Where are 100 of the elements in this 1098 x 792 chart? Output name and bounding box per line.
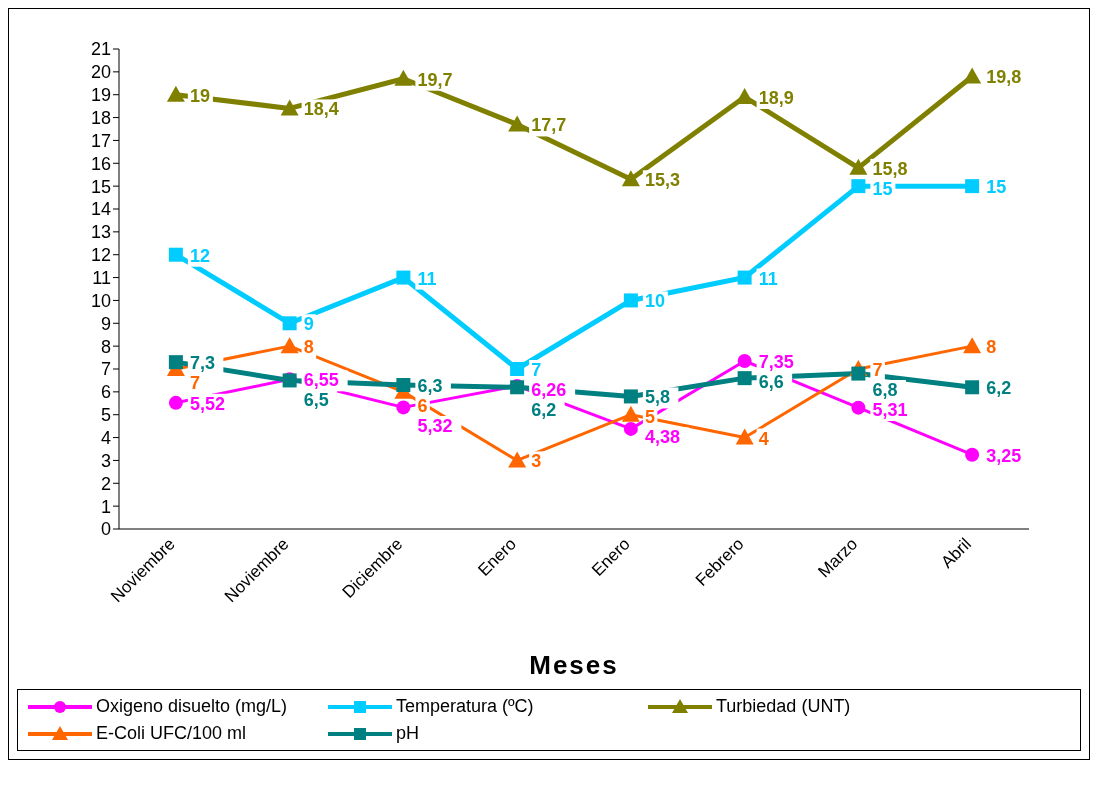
data-label: 7,35	[758, 352, 794, 372]
point	[965, 380, 980, 395]
data-label: 9	[303, 314, 314, 335]
point	[508, 451, 527, 468]
y-tick-label: 17	[90, 130, 111, 151]
data-label: 15,3	[644, 170, 680, 191]
y-tick-label: 10	[90, 290, 111, 311]
point	[963, 337, 982, 354]
point	[282, 316, 297, 331]
legend-label: pH	[396, 723, 420, 744]
data-label: 15,8	[872, 158, 908, 179]
point	[621, 170, 640, 187]
y-tick-label: 21	[90, 39, 111, 60]
point	[168, 355, 183, 370]
data-label: 3	[531, 451, 542, 472]
y-tick-label: 8	[100, 336, 111, 357]
y-tick-label: 13	[90, 222, 111, 243]
point	[737, 270, 752, 285]
legend-label: E-Coli UFC/100 ml	[96, 723, 247, 744]
y-tick-label: 5	[100, 405, 111, 426]
point	[851, 179, 866, 194]
point	[623, 389, 638, 404]
data-label: 11	[417, 268, 437, 289]
data-label: 6,2	[986, 378, 1012, 399]
y-tick-label: 16	[90, 153, 111, 174]
data-label: 15	[872, 178, 893, 199]
point	[965, 179, 980, 194]
data-label: 10	[644, 291, 665, 312]
point	[510, 362, 525, 376]
point	[621, 405, 640, 422]
y-tick-label: 2	[100, 473, 111, 494]
data-label: 11	[758, 268, 778, 289]
data-label: 4,38	[644, 427, 680, 448]
point	[737, 354, 752, 368]
y-tick-label: 3	[100, 450, 111, 471]
y-tick-label: 15	[90, 176, 111, 197]
y-tick-label: 0	[100, 519, 111, 540]
data-label: 19	[189, 85, 210, 106]
data-label: 19,7	[417, 69, 453, 90]
data-label: 17,7	[531, 115, 567, 136]
data-label: 4	[758, 428, 769, 449]
y-tick-label: 6	[100, 382, 111, 403]
data-label: 5,8	[644, 387, 670, 408]
legend-label: Turbiedad (UNT)	[716, 696, 851, 717]
data-label: 6,6	[758, 372, 784, 392]
y-tick-label: 19	[90, 85, 111, 106]
data-label: 6,55	[303, 370, 339, 391]
data-label: 6,2	[531, 400, 557, 420]
data-label: 6,8	[872, 380, 898, 400]
data-label: 7	[189, 373, 200, 394]
point	[851, 366, 866, 381]
legend-label: Temperatura (ºC)	[396, 696, 534, 717]
data-label: 18,4	[303, 99, 339, 120]
data-label: 6	[417, 396, 428, 416]
point	[396, 378, 411, 392]
x-axis-title: Meses	[529, 650, 619, 680]
point	[965, 447, 980, 462]
data-label: 8	[986, 337, 997, 358]
data-label: 18,9	[758, 88, 794, 108]
data-label: 7,3	[189, 353, 215, 374]
data-label: 5,52	[189, 393, 225, 414]
point	[396, 270, 411, 285]
data-label: 6,26	[531, 380, 567, 400]
point	[166, 85, 185, 102]
y-tick-label: 7	[100, 359, 111, 380]
data-label: 7	[531, 360, 542, 380]
y-tick-label: 14	[90, 199, 111, 220]
y-tick-label: 1	[100, 496, 111, 517]
point	[735, 428, 754, 445]
data-label: 5,32	[417, 416, 453, 436]
data-label: 5	[644, 407, 655, 428]
point	[168, 247, 183, 262]
point	[851, 400, 866, 415]
point	[963, 67, 982, 84]
data-label: 15	[986, 177, 1007, 198]
point	[280, 99, 299, 116]
data-label: 19,8	[986, 67, 1022, 88]
data-label: 12	[189, 245, 210, 266]
point	[508, 115, 527, 132]
y-tick-label: 18	[90, 107, 111, 128]
point	[394, 69, 413, 86]
data-label: 8	[303, 337, 314, 358]
point	[737, 371, 752, 386]
y-tick-label: 20	[90, 62, 111, 83]
data-label: 3,25	[986, 445, 1022, 466]
point	[623, 421, 638, 436]
y-tick-label: 4	[100, 427, 111, 448]
point	[280, 337, 299, 354]
data-label: 7	[872, 360, 883, 380]
y-tick-label: 11	[92, 267, 111, 288]
point	[396, 400, 411, 415]
data-label: 6,5	[303, 390, 329, 411]
y-tick-label: 12	[90, 245, 111, 266]
data-label: 5,31	[872, 400, 908, 420]
point	[168, 395, 183, 410]
point	[849, 158, 868, 175]
data-label: 6,3	[417, 376, 443, 396]
y-tick-label: 9	[100, 313, 111, 334]
point	[623, 293, 638, 308]
legend-label: Oxigeno disuelto (mg/L)	[96, 696, 288, 717]
